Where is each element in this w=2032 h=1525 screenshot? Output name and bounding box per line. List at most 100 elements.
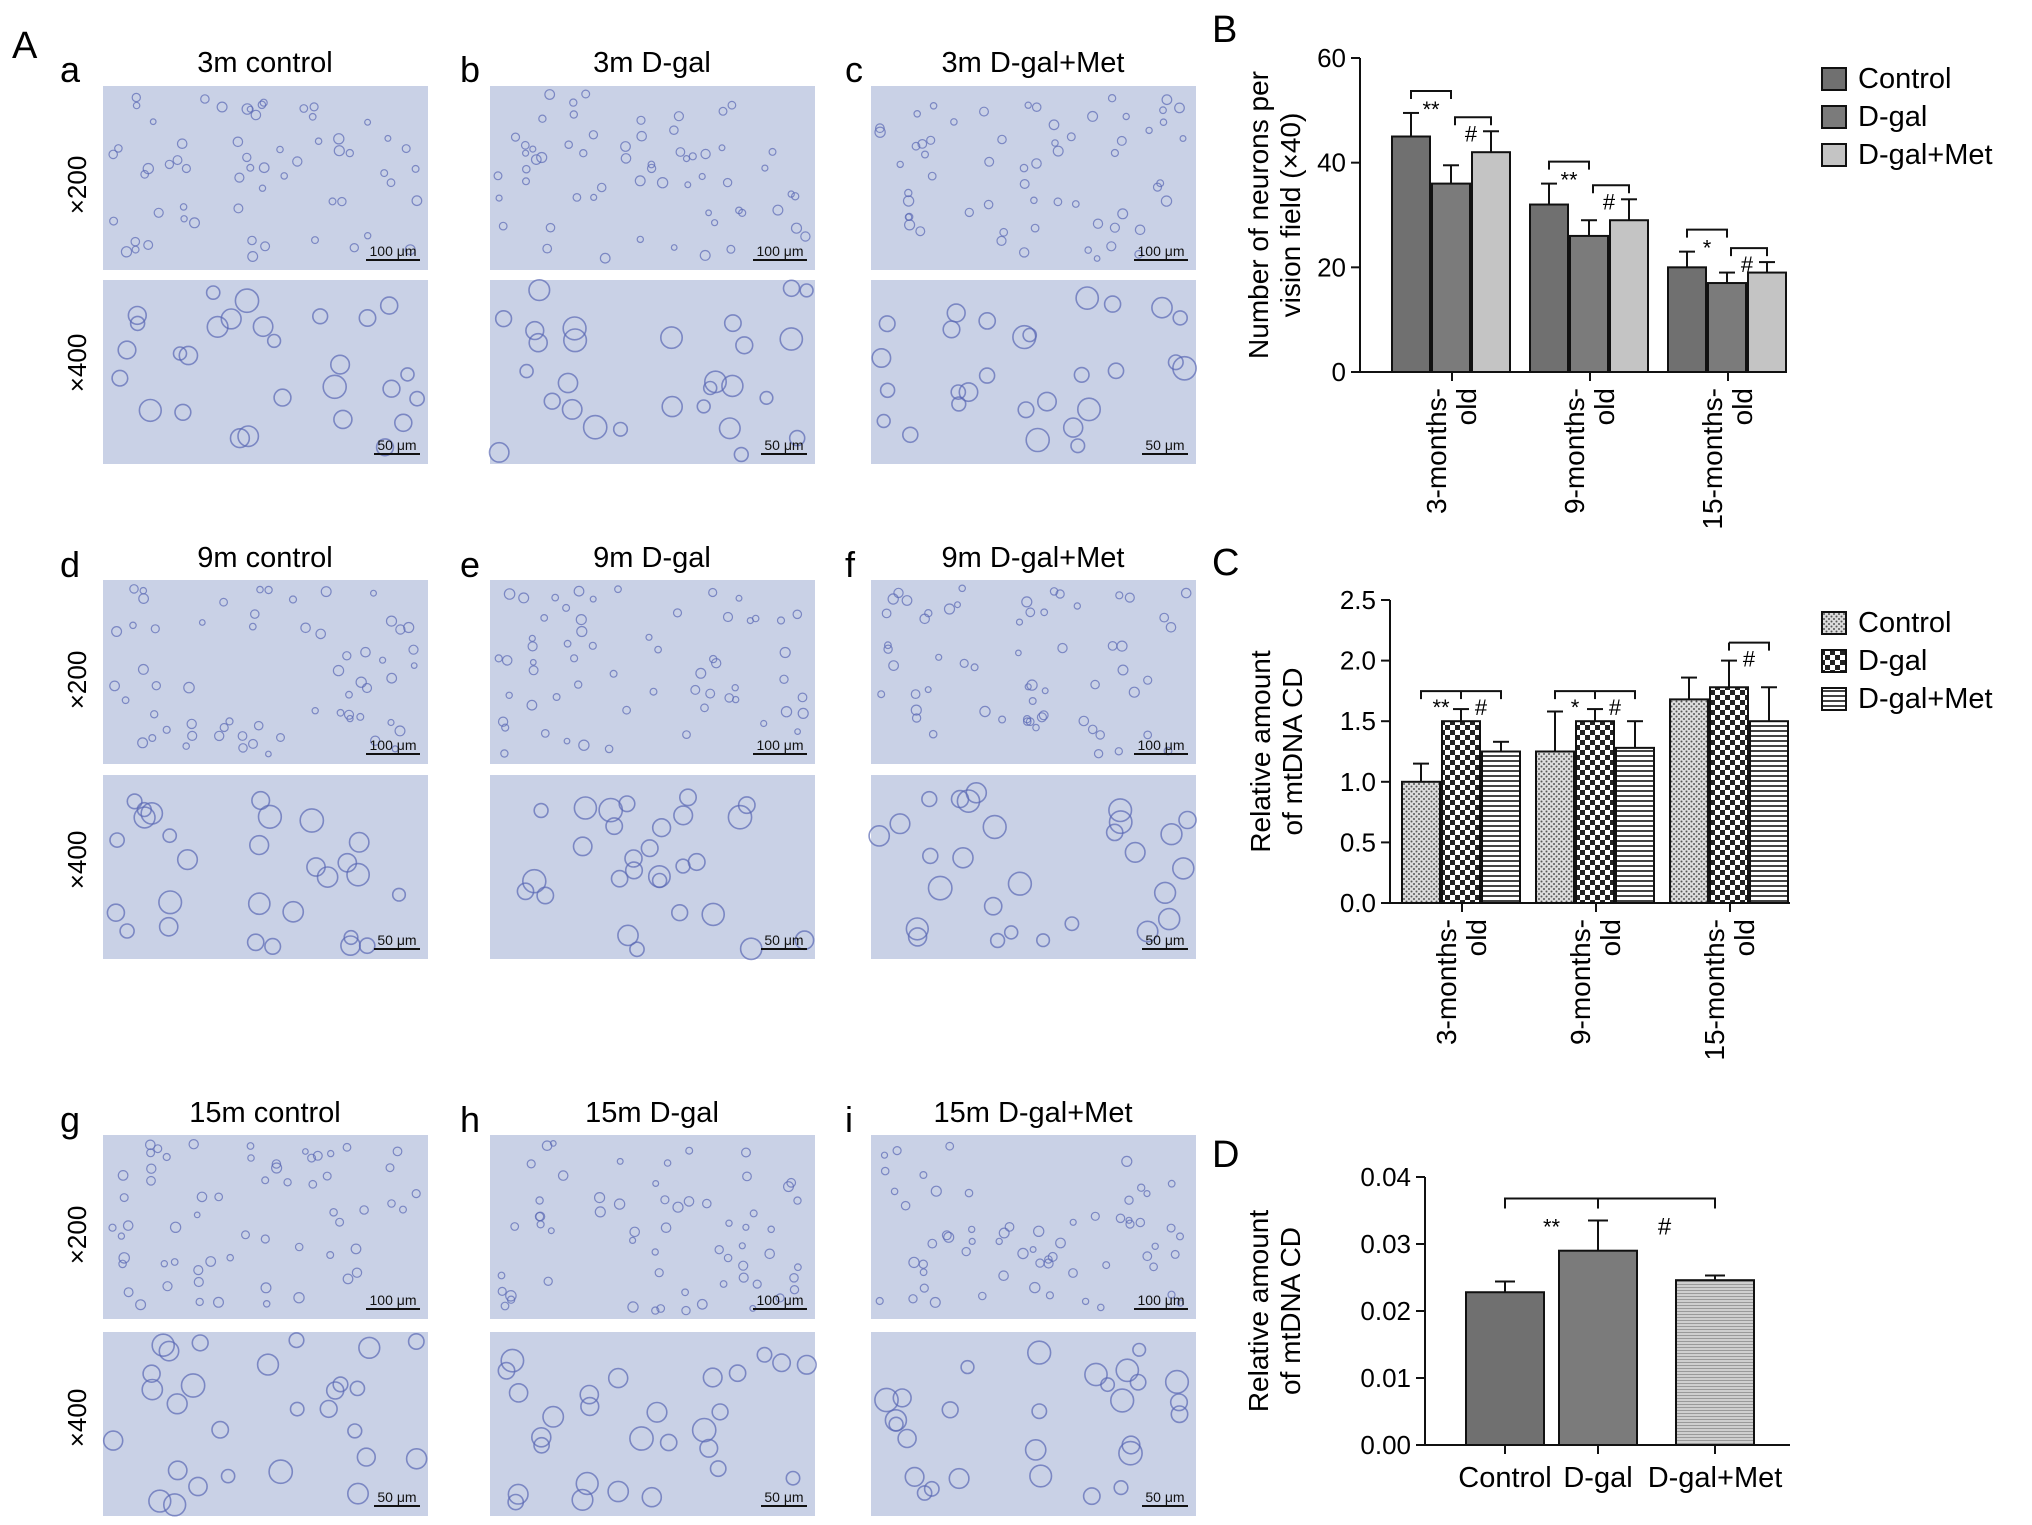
bar [1391,135,1431,373]
scale-bar-label: 100 μm [370,243,417,259]
bar [1558,1249,1638,1446]
subpanel-letter: a [60,49,81,90]
legend-label: Control [1858,607,1952,639]
significance-mark: * [1703,236,1712,261]
significance-mark: # [1609,695,1622,720]
significance-mark: * [1571,695,1580,720]
legend-swatch [1821,611,1847,635]
significance-mark: ** [1422,97,1440,122]
micrograph-200x: 100 μm [103,1135,428,1319]
significance-mark: # [1603,189,1616,214]
micrograph-400x: 50 μm [103,280,428,464]
bar [1749,720,1789,905]
bar [1575,720,1615,905]
y-tick-label: 1.5 [1340,706,1376,736]
legend-swatch [1821,105,1847,129]
x-category-label: D-gal+Met [1648,1462,1783,1494]
mag-label-400: ×400 [62,1389,92,1448]
significance-bracket [1592,184,1630,194]
chart-D: 0.00 0.01 0.02 0.03 0.04 Relative amountof mt… [1243,1162,1790,1494]
micrograph-400x: 50 μm [490,1332,817,1516]
y-tick-label: 40 [1317,148,1346,178]
mag-label-400: ×400 [62,334,92,393]
bar [1481,750,1521,904]
scale-bar-label: 50 μm [1145,1489,1184,1505]
mag-label-200: ×200 [62,1206,92,1265]
micrograph-400x: 50 μm [490,775,815,961]
panel-label-B: B [1212,9,1237,51]
y-tick-label: 2.0 [1340,646,1376,676]
x-category-label: 9-months-old [1559,388,1620,514]
subpanel-title: 3m D-gal [593,47,711,79]
legend-swatch [1821,649,1847,673]
bar [1747,271,1787,374]
scale-bar-label: 100 μm [757,737,804,753]
scale-bar-label: 50 μm [377,932,416,948]
bar [1431,182,1471,373]
bar [1669,698,1709,904]
micrograph-200x: 100 μm [103,580,428,764]
legend-swatch [1821,67,1847,91]
micrograph-400x: 50 μm [871,1332,1196,1516]
scale-bar-label: 50 μm [764,437,803,453]
micrograph-400x: 50 μm [871,280,1197,464]
micrograph-grid: a 3m control 100 μm 50 μm b 3m D-gal 100 μm 50 … [60,47,1197,1517]
significance-bracket [1554,690,1595,700]
significance-mark: ** [1560,168,1578,193]
subpanel-title: 3m control [197,47,332,79]
mag-label-400: ×400 [62,831,92,890]
y-tick-label: 0 [1332,357,1346,387]
mag-label-200: ×200 [62,156,92,215]
subpanel-title: 15m D-gal [585,1097,719,1129]
legend-label: Control [1858,63,1952,95]
bar [1401,780,1441,904]
x-category-label: Control [1458,1462,1552,1494]
subpanel-title: 9m D-gal [593,542,711,574]
y-tick-label: 0.00 [1360,1430,1411,1460]
micrograph-200x: 100 μm [103,86,428,270]
scale-bar-label: 50 μm [764,932,803,948]
panel-D: D 0.00 0.01 0.02 0.03 0.04 Relative amountof … [1212,1134,1790,1494]
mag-label-200: ×200 [62,651,92,710]
scale-bar-label: 100 μm [370,1292,417,1308]
subpanel-letter: b [460,49,480,90]
legend-swatch [1821,143,1847,167]
chart-C: 0.0 0.5 1.0 1.5 2.0 2.5 Relative amountof mtDN… [1245,585,1993,1061]
significance-bracket [1454,116,1492,126]
scale-bar-label: 100 μm [757,1292,804,1308]
y-tick-label: 0.5 [1340,827,1376,857]
y-tick-label: 0.02 [1360,1296,1411,1326]
scale-bar-label: 100 μm [1138,243,1185,259]
bar [1675,1279,1755,1447]
bar [1709,686,1749,904]
y-tick-label: 0.01 [1360,1363,1411,1393]
significance-bracket [1729,641,1770,651]
x-category-label: 15-months-old [1699,919,1760,1061]
scale-bar-label: 100 μm [370,737,417,753]
scale-bar-label: 100 μm [757,243,804,259]
scale-bar-label: 50 μm [377,1489,416,1505]
significance-mark: ** [1543,1215,1561,1240]
micrograph-400x: 50 μm [102,1332,428,1517]
y-tick-label: 2.5 [1340,585,1376,615]
significance-mark: # [1465,121,1478,146]
subpanel-letter: h [460,1099,480,1140]
significance-bracket [1595,690,1636,700]
bar [1535,750,1575,904]
subpanel-title: 15m D-gal+Met [933,1097,1132,1129]
legend-label: D-gal+Met [1858,139,1993,171]
micrograph-200x: 100 μm [490,86,815,270]
x-category-label: 15-months-old [1697,388,1758,530]
significance-mark: # [1743,647,1756,672]
bar [1667,266,1707,374]
chart-B: 0 20 40 60 Number of neurons pervision field… [1243,43,1993,530]
magnification-labels-row-1: ×200 ×400 [62,156,92,393]
y-tick-label: 0.0 [1340,888,1376,918]
micrograph-200x: 100 μm [871,86,1196,270]
subpanel-letter: c [845,49,863,90]
panel-label-C: C [1212,542,1239,584]
subpanel-title: 15m control [189,1097,341,1129]
legend-label: D-gal [1858,645,1927,677]
significance-bracket [1548,160,1590,170]
